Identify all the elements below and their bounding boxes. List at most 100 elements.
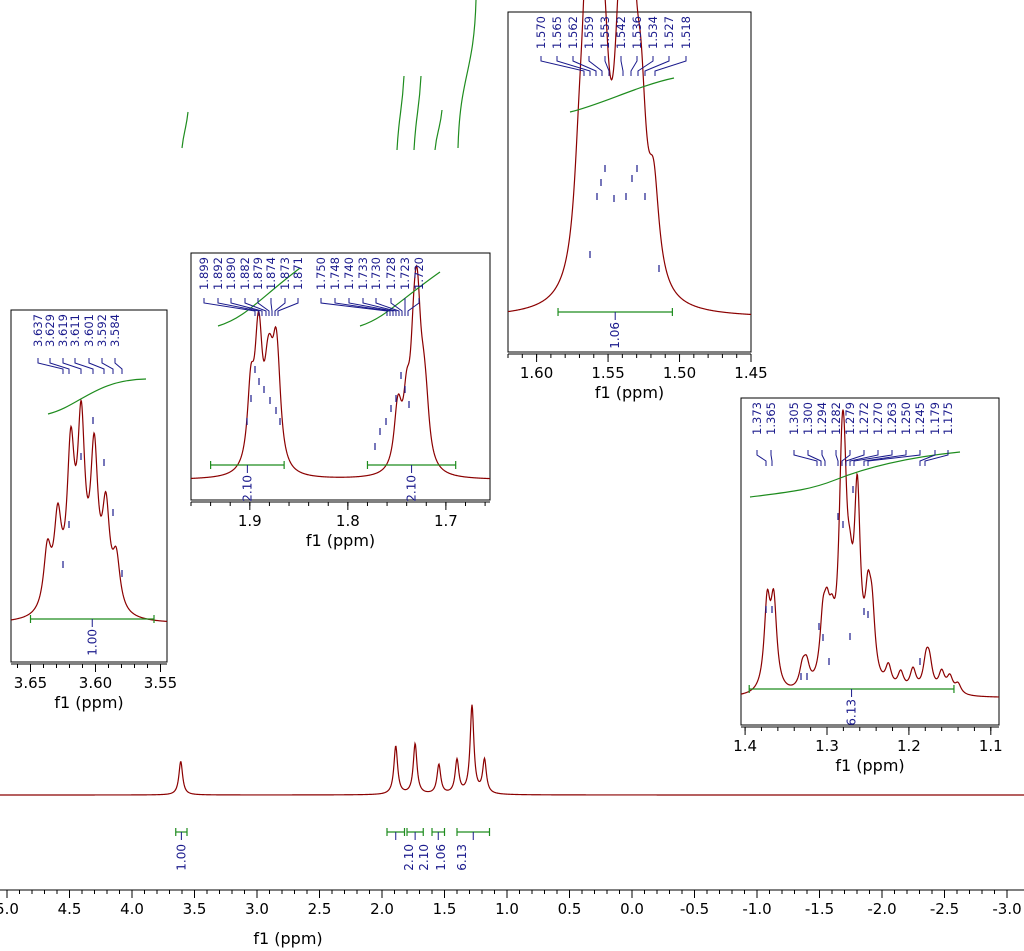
integral-value: 2.10 <box>417 844 431 871</box>
x-tick-label: -3.0 <box>992 900 1021 918</box>
peak-leader <box>835 450 839 466</box>
peak-leader <box>320 298 388 316</box>
main-spectrum-line <box>0 704 1024 796</box>
x-tick-label: 0.5 <box>558 900 582 918</box>
peak-leader <box>863 450 907 466</box>
x-tick-label: 3.0 <box>245 900 269 918</box>
peak-leader <box>334 298 391 316</box>
peak-leader <box>770 450 773 466</box>
x-tick-label: 3.5 <box>183 900 207 918</box>
peak-label: 1.562 <box>566 16 580 49</box>
main-integral-bracket: 1.00 <box>174 828 188 871</box>
main-integral-curve <box>181 111 189 149</box>
peak-leader <box>756 450 767 466</box>
peak-leader <box>270 298 273 316</box>
peak-leader <box>114 358 123 374</box>
inset-spectrum-line <box>507 0 752 316</box>
peak-label: 1.373 <box>750 402 764 435</box>
inset-spectrum-line <box>10 398 168 623</box>
peak-leader <box>845 450 865 466</box>
peak-leader <box>867 450 921 466</box>
peak-leader <box>654 56 687 76</box>
inset-x-axis-title: f1 (ppm) <box>54 693 123 712</box>
inset-2: 2.10 2.101.899 1.892 1.890 1.882 1.879 1.874 1.… <box>190 252 491 550</box>
peak-label: 1.270 <box>871 402 885 435</box>
peak-label: 3.584 <box>108 314 122 347</box>
main-integral-curve <box>434 109 443 151</box>
peak-leader <box>230 298 263 316</box>
integral-value: 6.13 <box>845 699 859 726</box>
integral-value: 2.10 <box>405 475 419 502</box>
peak-leader <box>924 450 949 466</box>
peak-leader <box>841 450 851 466</box>
x-tick-label: -1.5 <box>805 900 834 918</box>
inset-tick-label: 1.1 <box>979 737 1003 755</box>
peak-leader <box>821 450 826 466</box>
peak-leader <box>556 56 591 76</box>
integral-value: 1.00 <box>174 844 188 871</box>
inset-tick-label: 1.2 <box>897 737 921 755</box>
main-integral-bracket: 6.13 <box>455 828 491 871</box>
inset-tick-label: 1.45 <box>734 364 767 382</box>
integral-value: 1.00 <box>85 629 99 656</box>
x-tick-label: 2.0 <box>370 900 394 918</box>
peak-leader <box>274 298 286 316</box>
peak-label: 1.740 <box>342 257 356 290</box>
inset-tick-label: 1.9 <box>238 512 262 530</box>
peak-leader <box>604 56 610 76</box>
peak-label: 1.175 <box>941 402 955 435</box>
peak-leader <box>644 56 670 76</box>
peak-label: 1.882 <box>238 257 252 290</box>
main-integral-bracket: 2.10 <box>386 828 416 871</box>
main-integral-curve <box>396 75 405 151</box>
peak-label: 1.250 <box>899 402 913 435</box>
inset-4: 6.131.373 1.365 1.305 1.300 1.294 1.282 1.279 1… <box>733 397 1003 775</box>
peak-leader <box>630 56 638 76</box>
peak-leader <box>348 298 394 316</box>
peak-leader <box>793 450 818 466</box>
peak-label: 1.534 <box>646 16 660 49</box>
integral-value: 2.10 <box>402 844 416 871</box>
peak-label: 1.279 <box>843 402 857 435</box>
peak-label: 1.879 <box>251 257 265 290</box>
peak-label: 1.536 <box>630 16 644 49</box>
peak-leader <box>49 358 70 374</box>
peak-leader <box>277 298 299 316</box>
peak-leader <box>62 358 82 374</box>
peak-label: 1.730 <box>369 257 383 290</box>
main-integral-bracket: 1.06 <box>431 828 448 871</box>
x-tick-label: 1.5 <box>433 900 457 918</box>
inset-tick-label: 3.65 <box>14 674 47 692</box>
inset-tick-label: 1.8 <box>336 512 360 530</box>
peak-label: 1.720 <box>412 257 426 290</box>
peak-label: 1.245 <box>913 402 927 435</box>
peak-label: 3.611 <box>68 314 82 347</box>
inset-integral-curve <box>47 378 147 415</box>
peak-label: 1.892 <box>211 257 225 290</box>
peak-leader <box>217 298 260 316</box>
peak-label: 1.527 <box>662 16 676 49</box>
integral-value: 1.06 <box>434 844 448 871</box>
x-tick-label: 5.0 <box>0 900 19 918</box>
peak-label: 3.637 <box>31 314 45 347</box>
peak-label: 1.294 <box>815 402 829 435</box>
x-tick-label: -2.0 <box>867 900 896 918</box>
inset-frame <box>507 11 752 353</box>
peak-label: 1.559 <box>582 16 596 49</box>
peak-label: 1.542 <box>614 16 628 49</box>
x-tick-label: -1.0 <box>742 900 771 918</box>
peak-leader <box>362 298 397 316</box>
peak-leader <box>203 298 256 316</box>
peak-leader <box>257 298 270 316</box>
peak-leader <box>637 56 654 76</box>
peak-label: 1.553 <box>598 16 612 49</box>
peak-label: 1.272 <box>857 402 871 435</box>
peak-leader <box>88 358 105 374</box>
inset-tick-label: 1.7 <box>434 512 458 530</box>
peak-leader <box>74 358 94 374</box>
peak-leader <box>919 450 936 466</box>
peak-label: 1.899 <box>197 257 211 290</box>
